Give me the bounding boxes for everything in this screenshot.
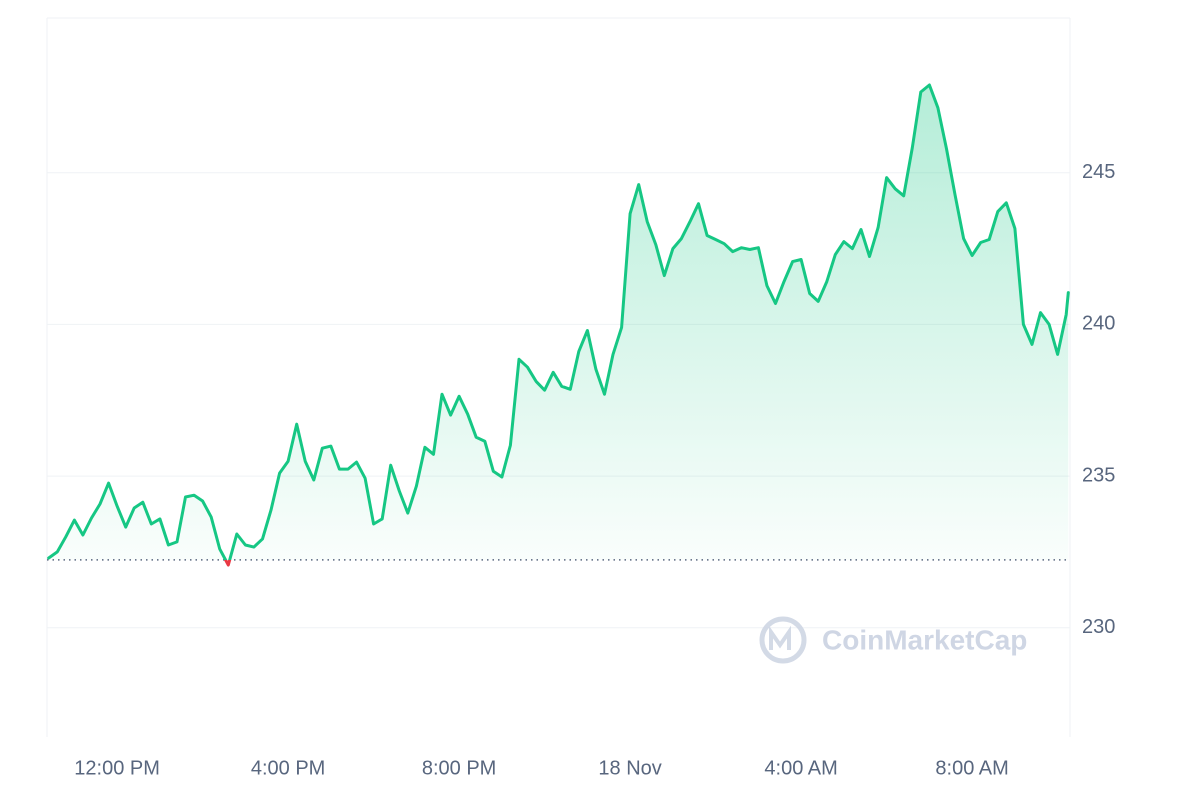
x-tick-label: 8:00 AM [935, 757, 1008, 779]
y-tick-label: 235 [1082, 464, 1115, 486]
x-tick-label: 18 Nov [598, 757, 661, 779]
x-tick-label: 4:00 PM [251, 757, 325, 779]
x-tick-label: 4:00 AM [764, 757, 837, 779]
price-area [48, 85, 1069, 565]
y-tick-label: 240 [1082, 313, 1115, 335]
x-tick-label: 12:00 PM [74, 757, 160, 779]
price-line [47, 83, 1070, 567]
x-tick-label: 8:00 PM [422, 757, 496, 779]
y-tick-label: 245 [1082, 161, 1115, 183]
watermark-logo [759, 616, 807, 664]
watermark-text: CoinMarketCap [822, 624, 1027, 655]
y-tick-label: 230 [1082, 616, 1115, 638]
